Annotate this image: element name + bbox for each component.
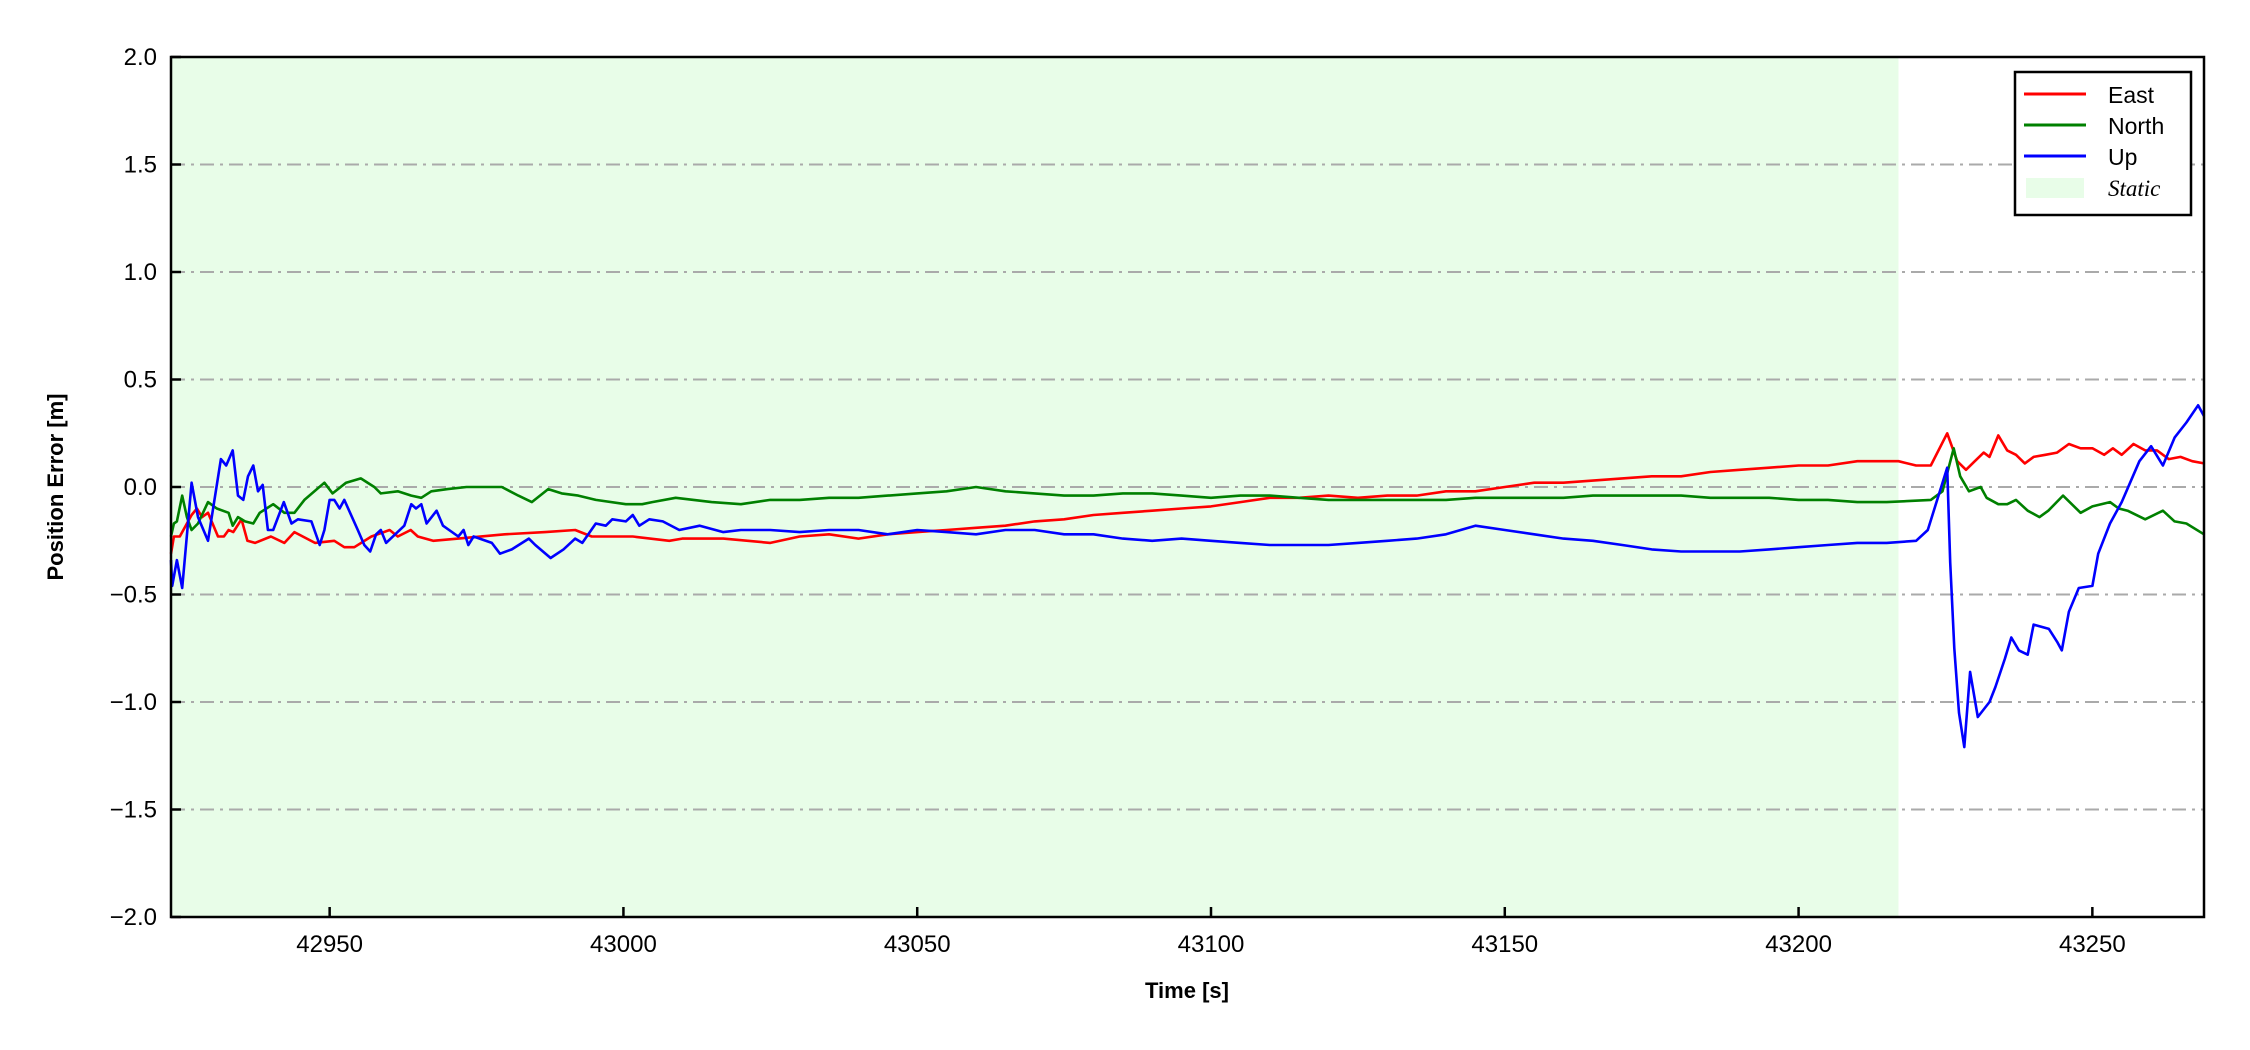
legend-static-label: Static <box>2108 176 2160 201</box>
x-axis-label: Time [s] <box>1145 978 1229 1003</box>
axis-ticks: 2.0 1.5 1.0 0.5 0.0 −0.5 −1.0 −1.5 −2.0 42950 4300… <box>110 44 2126 958</box>
y-tick-label: −0.5 <box>110 582 157 609</box>
y-tick-label: 0.5 <box>124 367 157 394</box>
x-tick-label: 43050 <box>884 931 951 958</box>
series-line-north <box>169 447 2205 537</box>
legend: East North Up Static <box>2013 70 2193 217</box>
legend-up-label: Up <box>2108 144 2137 170</box>
x-tick-label: 43250 <box>2059 931 2126 958</box>
x-tick-label: 43200 <box>1765 931 1832 958</box>
series-lines <box>169 404 2206 749</box>
y-tick-label: −1.0 <box>110 689 157 716</box>
x-tick-label: 43100 <box>1178 931 1245 958</box>
plot-frame <box>169 55 2206 919</box>
gridlines <box>171 163 2204 811</box>
x-tick-label: 43000 <box>590 931 657 958</box>
y-tick-label: −2.0 <box>110 904 157 931</box>
y-axis-label: Position Error [m] <box>43 393 68 580</box>
y-tick-label: 1.5 <box>124 152 157 179</box>
series-line-up <box>169 404 2206 749</box>
legend-north-label: North <box>2108 113 2164 139</box>
x-tick-label: 43150 <box>1471 931 1538 958</box>
y-tick-label: −1.5 <box>110 797 157 824</box>
y-tick-label: 0.0 <box>124 474 157 501</box>
legend-static-swatch <box>2026 178 2084 198</box>
x-tick-label: 42950 <box>296 931 363 958</box>
y-tick-label: 1.0 <box>124 259 157 286</box>
legend-east-label: East <box>2108 82 2155 108</box>
y-tick-label: 2.0 <box>124 44 157 71</box>
